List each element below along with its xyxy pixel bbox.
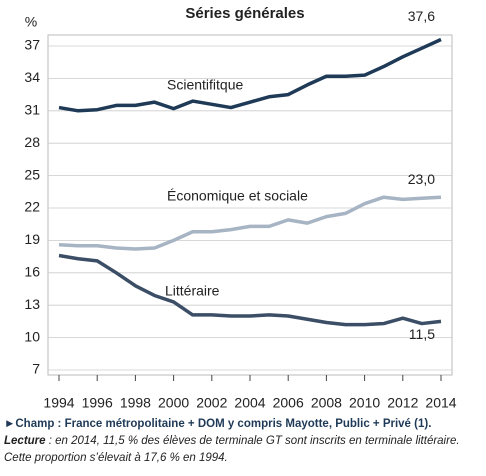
x-tick-label: 2004 <box>234 395 265 411</box>
notes: ►Champ : France métropolitaine + DOM y c… <box>4 416 482 467</box>
x-tick-label: 2008 <box>311 395 342 411</box>
series-line <box>58 195 442 251</box>
y-tick-label: 34 <box>24 69 40 85</box>
chart: Séries générales % 7 10 13 16 19 22 25 28 31 34 37… <box>24 5 456 411</box>
value-label: 23,0 <box>408 171 435 187</box>
x-tick-label: 2000 <box>158 395 189 411</box>
series-label: Économique et sociale <box>167 188 308 204</box>
x-tick-label: 2010 <box>349 395 380 411</box>
x-tick-label: 1996 <box>82 395 113 411</box>
champ-note: ►Champ : France métropolitaine + DOM y c… <box>4 418 432 430</box>
y-tick-label: 22 <box>24 199 40 215</box>
x-tick-label: 2014 <box>425 395 456 411</box>
x-tick-label: 2012 <box>387 395 418 411</box>
y-tick-label: 28 <box>24 134 40 150</box>
y-tick-label: 25 <box>24 166 40 182</box>
y-tick-label: 19 <box>24 231 40 247</box>
y-tick-label: 10 <box>24 328 40 344</box>
series-label: Littéraire <box>165 283 220 299</box>
series-line <box>58 37 442 113</box>
value-label: 37,6 <box>408 8 435 24</box>
lecture-text: : en 2014, 11,5 % des élèves de terminal… <box>4 435 460 464</box>
value-label: 11,5 <box>409 326 435 342</box>
y-tick-label: 7 <box>32 361 40 377</box>
lecture-note: Lecture : en 2014, 11,5 % des élèves de … <box>4 433 482 467</box>
plot-frame <box>47 34 453 376</box>
y-axis-label: % <box>25 14 37 30</box>
x-tick-label: 1998 <box>120 395 151 411</box>
x-tick-label: 2002 <box>196 395 227 411</box>
series-label: Scientifitque <box>167 77 243 93</box>
chart-title: Séries générales <box>185 5 304 22</box>
y-tick-label: 37 <box>24 37 40 53</box>
y-tick-label: 16 <box>24 264 40 280</box>
x-tick-label: 2006 <box>273 395 304 411</box>
y-tick-label: 31 <box>24 102 40 118</box>
lecture-label: Lecture <box>4 435 46 447</box>
y-tick-label: 13 <box>24 296 40 312</box>
series-line <box>58 253 442 327</box>
x-tick-label: 1994 <box>43 395 74 411</box>
